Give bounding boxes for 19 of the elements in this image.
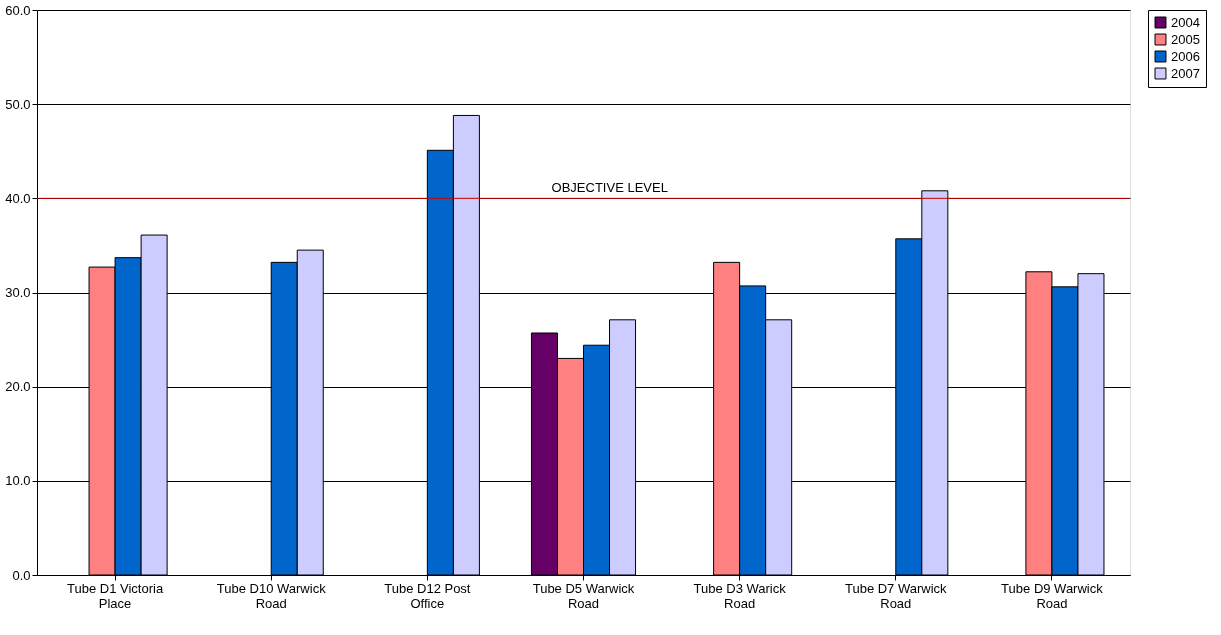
y-tick-label: 20.0 xyxy=(5,379,31,395)
x-tick-label: Tube D10 Warwick Road xyxy=(216,580,327,611)
legend-label: 2004 xyxy=(1171,14,1200,30)
ref-line-label: OBJECTIVE LEVEL xyxy=(551,180,668,196)
legend-label: 2005 xyxy=(1171,31,1200,47)
x-tick-label: Tube D9 Warwick Road xyxy=(1001,580,1104,611)
y-tick-label: 60.0 xyxy=(5,2,31,18)
y-tick-label: 30.0 xyxy=(5,285,31,300)
y-tick-label: 0.0 xyxy=(12,567,31,583)
y-tick-label: 40.0 xyxy=(5,190,31,206)
y-tick-label: 50.0 xyxy=(5,96,31,112)
y-tick-label: 10.0 xyxy=(5,473,31,489)
x-tick-label: Tube D12 Post Office xyxy=(384,580,471,611)
legend-label: 2007 xyxy=(1171,65,1200,81)
x-tick-label: Tube D7 Warwick Road xyxy=(844,580,948,611)
x-tick-label: Tube D3 Warick Road xyxy=(693,580,787,611)
x-tick-label: Tube D5 Warwick Road xyxy=(532,580,635,611)
legend-label: 2006 xyxy=(1171,48,1200,64)
x-tick-label: Tube D1 Victoria Place xyxy=(67,580,164,611)
